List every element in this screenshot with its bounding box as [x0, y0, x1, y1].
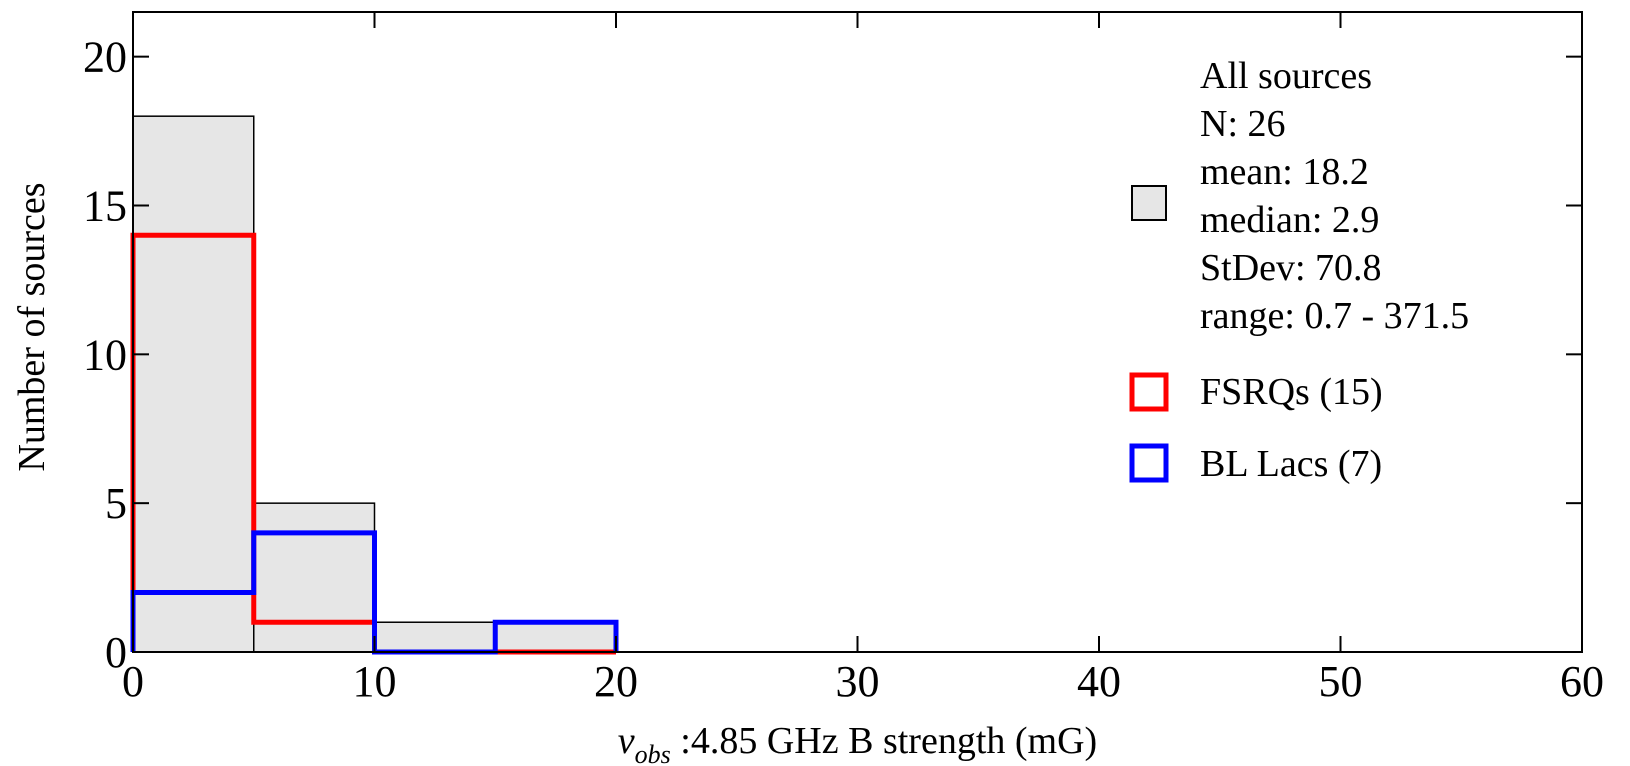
y-axis-label: Number of sources [11, 182, 53, 471]
axis-ticks: 0 10 20 30 40 50 60 0 5 10 15 20 [83, 12, 1604, 706]
legend-all-sources-line: mean: 18.2 [1200, 151, 1369, 193]
step-line-bl [130, 530, 619, 655]
legend-all-sources-line: All sources [1200, 55, 1372, 97]
y-tick-label: 5 [105, 479, 127, 528]
histogram-bars [132, 115, 617, 653]
y-tick-label: 15 [83, 181, 127, 230]
x-tick-label: 40 [1077, 657, 1121, 706]
histogram-bar-all-sources [253, 502, 376, 653]
legend-swatch-bllac [1129, 443, 1169, 483]
legend: All sources N: 26 mean: 18.2 median: 2.9… [1129, 55, 1469, 485]
y-tick-label: 0 [105, 628, 127, 677]
x-tick-label: 0 [122, 657, 144, 706]
legend-swatch-all-sources [1131, 185, 1167, 221]
legend-all-sources-line: median: 2.9 [1200, 199, 1379, 241]
x-tick-label: 30 [836, 657, 880, 706]
y-tick-label: 20 [83, 33, 127, 82]
legend-fsrq-label: FSRQs (15) [1200, 371, 1383, 413]
x-tick-label: 10 [353, 657, 397, 706]
legend-all-sources-line: range: 0.7 - 371.5 [1200, 295, 1469, 337]
histogram-bar-all-sources [132, 115, 255, 653]
x-tick-label: 60 [1560, 657, 1604, 706]
legend-bllac-label: BL Lacs (7) [1200, 443, 1382, 485]
x-tick-label: 20 [594, 657, 638, 706]
legend-all-sources-line: StDev: 70.8 [1200, 247, 1382, 289]
x-axis-label: νobs :4.85 GHz B strength (mG) [618, 720, 1097, 766]
legend-swatch-fsrq [1129, 372, 1169, 412]
histogram-bar-all-sources [494, 621, 617, 653]
legend-all-sources-line: N: 26 [1200, 103, 1286, 145]
y-tick-label: 10 [83, 330, 127, 379]
histogram-bar-all-sources [373, 621, 496, 653]
x-tick-label: 50 [1319, 657, 1363, 706]
